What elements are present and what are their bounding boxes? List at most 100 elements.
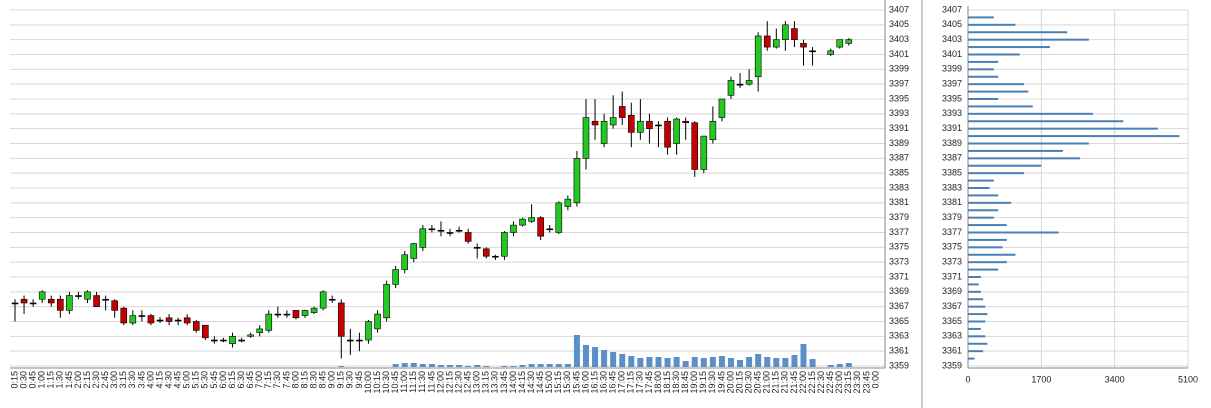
- volume-bar: [592, 347, 599, 367]
- y-tick-label: 3371: [889, 271, 909, 281]
- candle-body: [537, 217, 544, 237]
- x-tick-label: 14:00: [508, 371, 518, 394]
- candle-body: [265, 313, 273, 331]
- x-tick-label: 6:00: [218, 371, 228, 389]
- x-tick-label: 14:30: [526, 371, 536, 394]
- y-tick-label: 3371: [942, 271, 962, 281]
- volume-bar: [755, 354, 762, 367]
- volume-bar: [582, 345, 589, 367]
- y-tick-label: 3385: [889, 168, 909, 178]
- volume-bar: [456, 365, 463, 367]
- profile-bar: [968, 261, 1007, 264]
- profile-bar: [968, 224, 1007, 227]
- x-tick-label: 17:30: [635, 371, 645, 394]
- x-tick-label: 10:30: [381, 371, 391, 394]
- x-tick-label: 4:45: [173, 371, 183, 389]
- x-tick-label: 16:15: [589, 371, 599, 394]
- candle-body: [337, 302, 345, 337]
- candle-body: [564, 198, 572, 207]
- x-tick-label: 3:45: [136, 371, 146, 389]
- x-tick-label: 17:00: [617, 371, 627, 394]
- candle-body: [446, 232, 454, 234]
- x-tick-label: 20:30: [743, 371, 753, 394]
- x-tick-label: 5:30: [200, 371, 210, 389]
- y-tick-label: 3373: [942, 257, 962, 267]
- profile-bar: [968, 172, 1025, 175]
- x-tick-label: 18:15: [662, 371, 672, 394]
- profile-bar: [968, 298, 984, 301]
- candle-body: [192, 321, 200, 331]
- volume-bar: [564, 364, 571, 367]
- profile-bar: [968, 120, 1124, 123]
- volume-bar: [827, 365, 834, 367]
- volume-bar: [737, 360, 744, 367]
- y-tick-label: 3367: [942, 301, 962, 311]
- candle-body: [183, 317, 191, 324]
- candle-body: [120, 307, 128, 324]
- candle-body: [202, 324, 209, 339]
- volume-bar: [727, 358, 734, 367]
- profile-bar: [968, 357, 975, 360]
- volume-bar: [718, 356, 725, 367]
- y-tick-label: 3377: [889, 227, 909, 237]
- x-tick-label: 14:15: [517, 371, 527, 394]
- profile-bar: [968, 83, 1025, 86]
- y-tick-label: 3387: [942, 153, 962, 163]
- volume-bar: [773, 358, 780, 367]
- x-tick-label: 8:00: [290, 371, 300, 389]
- y-tick-label: 3399: [942, 64, 962, 74]
- y-tick-label: 3405: [889, 19, 909, 29]
- x-tick-label: 12:45: [463, 371, 473, 394]
- volume-bar: [664, 358, 671, 367]
- profile-bar: [968, 238, 1007, 241]
- y-tick-label: 3359: [889, 360, 909, 370]
- y-tick-label: 3369: [942, 286, 962, 296]
- candle-body: [700, 135, 708, 170]
- candle-body: [66, 295, 73, 311]
- candle-body: [455, 229, 463, 232]
- x-tick-label: 16:30: [598, 371, 608, 394]
- x-tick-label: 5:00: [182, 371, 192, 389]
- profile-bar: [968, 335, 986, 338]
- candle-body: [229, 336, 236, 345]
- candle-body: [736, 83, 744, 86]
- profile-bar: [968, 164, 1042, 167]
- candle-body: [147, 315, 155, 324]
- profile-bar: [968, 23, 1016, 26]
- candle-body: [410, 243, 418, 259]
- volume-bar: [410, 363, 417, 367]
- y-tick-label: 3383: [942, 182, 962, 192]
- x-tick-label: 21:15: [771, 371, 781, 394]
- x-tick-label: 23:00: [834, 371, 844, 394]
- candle-body: [174, 319, 182, 322]
- x-tick-label: 15:00: [544, 371, 554, 394]
- profile-bar: [968, 60, 999, 63]
- x-tick-label: 2:15: [82, 371, 92, 389]
- volume-bar: [691, 357, 698, 367]
- profile-bar: [968, 38, 1089, 41]
- candle-body: [473, 247, 481, 249]
- x-tick-label: 8:30: [308, 371, 318, 389]
- x-tick-label: 17:45: [644, 371, 654, 394]
- profile-bar: [968, 135, 1180, 138]
- x-tick-label: 22:45: [825, 371, 835, 394]
- x-tick-label: 3400: [1105, 374, 1125, 384]
- candle-body: [618, 106, 626, 118]
- profile-bar: [968, 209, 999, 212]
- profile-bar: [968, 350, 984, 353]
- candle-body: [718, 98, 726, 118]
- x-tick-label: 9:30: [345, 371, 355, 389]
- x-tick-label: 2:30: [91, 371, 101, 389]
- candle-body: [274, 313, 282, 316]
- x-tick-label: 3:15: [118, 371, 128, 389]
- x-tick-label: 5:15: [191, 371, 201, 389]
- x-tick-label: 19:00: [689, 371, 699, 394]
- x-tick-label: 18:45: [680, 371, 690, 394]
- x-tick-label: 0: [965, 374, 970, 384]
- profile-bar: [968, 283, 979, 286]
- profile-bar: [968, 142, 1089, 145]
- candle-body: [419, 228, 427, 248]
- x-tick-label: 6:30: [236, 371, 246, 389]
- candle-body: [546, 228, 554, 231]
- candle-body: [727, 80, 735, 96]
